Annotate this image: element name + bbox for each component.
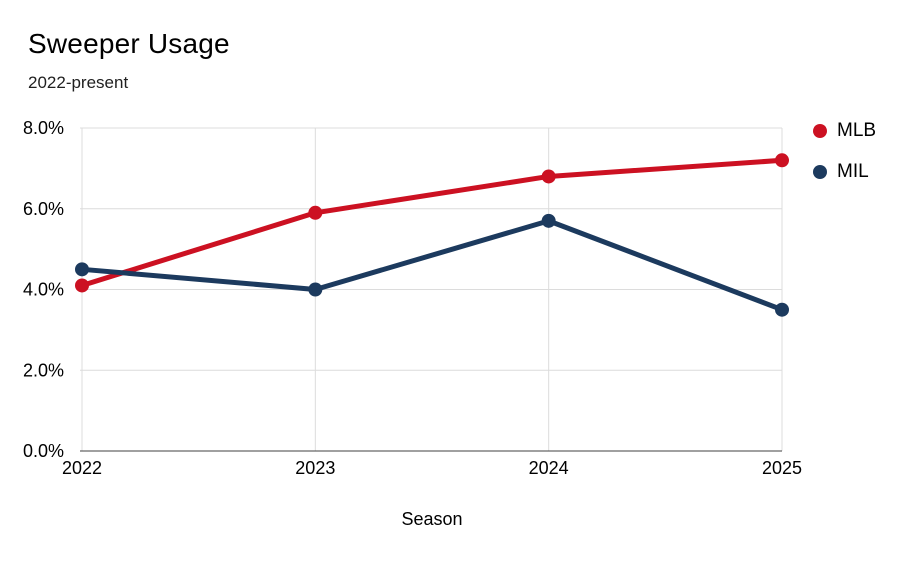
data-point-mlb-2023 <box>308 205 323 220</box>
x-tick-label: 2023 <box>295 458 335 478</box>
x-tick-label: 2024 <box>529 458 569 478</box>
data-point-mil-2022 <box>75 262 89 277</box>
legend-marker-mil-icon <box>813 165 827 179</box>
y-tick-label: 4.0% <box>23 280 64 300</box>
x-tick-label: 2022 <box>62 458 102 478</box>
x-tick-label: 2025 <box>762 458 802 478</box>
data-point-mlb-2022 <box>75 278 89 293</box>
series-line-mlb <box>79 157 785 288</box>
y-tick-label: 6.0% <box>23 199 64 219</box>
legend-label-mil: MIL <box>837 161 869 182</box>
data-point-mil-2023 <box>308 282 323 297</box>
x-axis-title: Season <box>401 509 463 529</box>
chart-legend: MLB MIL <box>813 117 876 186</box>
legend-marker-mlb-icon <box>813 124 827 138</box>
data-point-mil-2024 <box>541 213 556 228</box>
legend-item-mlb: MLB <box>813 117 876 145</box>
legend-item-mil: MIL <box>813 158 876 186</box>
series-line-mil <box>79 218 785 313</box>
chart-title: Sweeper Usage <box>28 28 230 59</box>
chart-subtitle: 2022-present <box>28 73 129 92</box>
y-tick-label: 2.0% <box>23 360 64 380</box>
legend-label-mlb: MLB <box>837 120 877 141</box>
data-point-mlb-2025 <box>775 153 789 168</box>
data-point-mil-2025 <box>775 302 789 317</box>
y-tick-label: 0.0% <box>23 441 64 461</box>
data-point-mlb-2024 <box>541 169 556 184</box>
y-tick-label: 8.0% <box>23 118 64 138</box>
